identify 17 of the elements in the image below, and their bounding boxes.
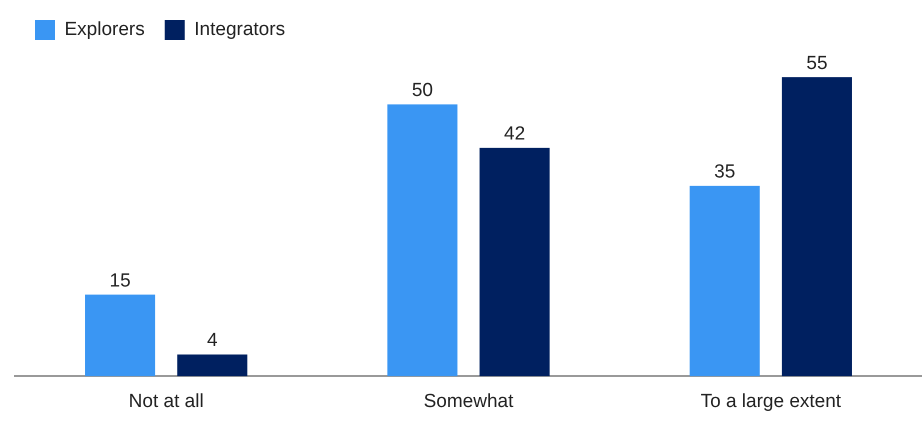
data-label: 15: [109, 270, 131, 292]
data-label: 55: [806, 52, 828, 74]
bar: [782, 77, 852, 376]
bar: [387, 104, 458, 376]
bar: [177, 354, 248, 376]
bar: [480, 148, 550, 376]
legend-label: Explorers: [64, 19, 145, 40]
x-tick-label: Somewhat: [424, 390, 514, 412]
data-label: 42: [504, 124, 526, 145]
bar: [85, 294, 156, 376]
data-label: 4: [206, 330, 218, 352]
data-label: 35: [714, 162, 736, 183]
data-label: 50: [412, 80, 433, 102]
legend-label: Integrators: [194, 19, 286, 40]
x-tick-label: To a large extent: [700, 390, 842, 412]
bar: [690, 186, 760, 376]
x-tick-label: Not at all: [128, 390, 204, 412]
